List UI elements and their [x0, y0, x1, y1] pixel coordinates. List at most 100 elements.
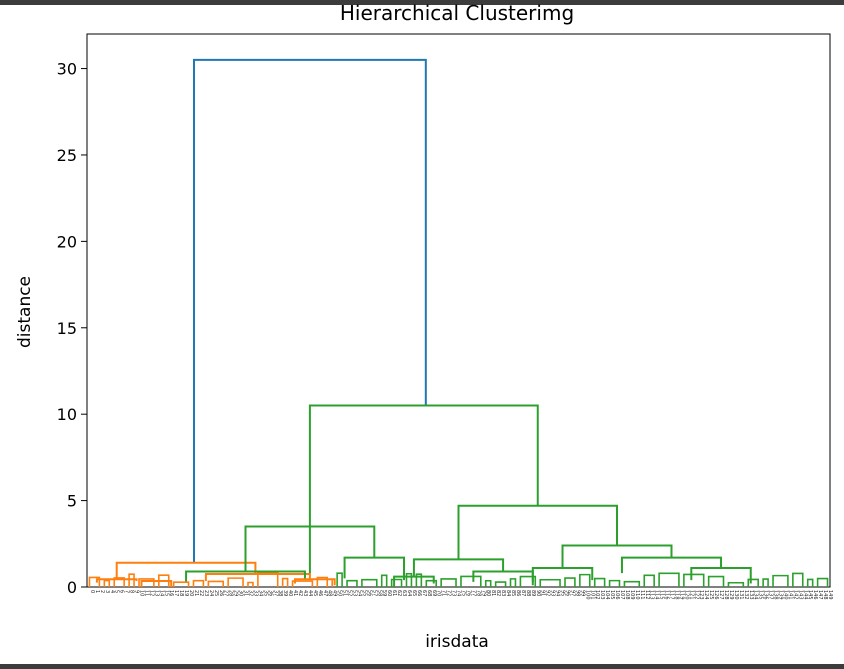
- leaf-tick-label-80: 80: [485, 590, 491, 596]
- leaf-tick-label-72: 72: [446, 590, 452, 596]
- leaf-tick-label-132: 132: [743, 590, 749, 600]
- leaf-merge-0-41: [291, 580, 314, 587]
- leaf-tick-label-111: 111: [639, 590, 645, 600]
- leaf-tick-label-14: 14: [158, 590, 164, 596]
- leaf-tick-label-97: 97: [569, 590, 575, 596]
- leaf-tick-label-105: 105: [609, 590, 615, 600]
- leaf-tick-label-70: 70: [436, 590, 442, 596]
- leaf-tick-label-43: 43: [302, 590, 308, 596]
- leaf-tick-label-31: 31: [243, 590, 249, 596]
- leaf-merge-1-30: [484, 579, 492, 587]
- leaf-merge-0-39: [281, 577, 289, 587]
- dendrogram-link-5: [140, 579, 173, 587]
- leaf-merge-1-16: [415, 573, 423, 587]
- leaf-merge-0-17: [172, 581, 190, 587]
- leaf-tick-label-98: 98: [574, 590, 580, 596]
- leaf-tick-label-112: 112: [644, 590, 650, 600]
- leaf-tick-label-11: 11: [143, 590, 149, 596]
- leaf-tick-label-28: 28: [228, 590, 234, 596]
- leaf-tick-label-53: 53: [352, 590, 358, 596]
- leaf-tick-label-17: 17: [173, 590, 179, 596]
- leaf-tick-label-101: 101: [589, 590, 595, 600]
- leaf-tick-label-146: 146: [812, 590, 818, 600]
- leaf-tick-label-124: 124: [703, 590, 709, 600]
- dendrogram-link-6: [308, 404, 539, 574]
- leaf-tick-label-113: 113: [649, 590, 655, 600]
- leaf-tick-label-57: 57: [371, 590, 377, 596]
- leaf-tick-label-119: 119: [678, 590, 684, 600]
- leaf-tick-label-5: 5: [114, 590, 120, 593]
- dendrogram-link-12: [561, 544, 673, 568]
- leaf-tick-label-138: 138: [773, 590, 779, 600]
- y-tick-label-1: 5: [67, 492, 77, 511]
- leaf-tick-label-78: 78: [475, 590, 481, 596]
- leaf-tick-label-81: 81: [490, 590, 496, 596]
- leaf-tick-label-99: 99: [579, 590, 585, 596]
- leaf-tick-label-104: 104: [604, 590, 610, 600]
- dendrogram-link-14: [690, 566, 752, 584]
- leaf-tick-label-90: 90: [535, 590, 541, 596]
- leaf-merge-1-70: [683, 573, 705, 587]
- leaf-merge-1-2: [346, 579, 358, 587]
- leaf-tick-label-149: 149: [827, 590, 833, 600]
- leaf-tick-label-128: 128: [723, 590, 729, 600]
- x-axis-leaves: 0123456789101112131415161718192021222324…: [89, 590, 833, 600]
- leaf-tick-label-8: 8: [129, 590, 135, 593]
- leaf-tick-label-9: 9: [134, 590, 140, 593]
- leaf-tick-label-116: 116: [664, 590, 670, 600]
- leaf-tick-label-137: 137: [768, 590, 774, 600]
- leaf-merge-1-97: [816, 577, 829, 587]
- leaf-tick-label-40: 40: [287, 590, 293, 596]
- leaf-tick-label-49: 49: [332, 590, 338, 596]
- leaf-tick-label-60: 60: [386, 590, 392, 596]
- leaf-tick-label-120: 120: [683, 590, 689, 600]
- leaf-merge-1-75: [707, 575, 725, 587]
- window-top-border: [0, 0, 844, 5]
- leaf-tick-label-95: 95: [560, 590, 566, 596]
- leaf-tick-label-133: 133: [748, 590, 754, 600]
- leaf-tick-label-117: 117: [669, 590, 675, 600]
- y-tick-label-0: 0: [67, 578, 77, 597]
- leaf-merge-1-25: [460, 575, 482, 587]
- dendrogram-link-8: [185, 570, 306, 582]
- dendrogram-link-11: [412, 558, 505, 577]
- leaf-tick-label-66: 66: [416, 590, 422, 596]
- leaf-merge-1-49: [579, 573, 591, 587]
- leaf-merge-1-21: [440, 578, 457, 587]
- dendrogram-link-4: [294, 578, 336, 586]
- leaf-tick-label-4: 4: [109, 590, 115, 593]
- leaf-tick-label-29: 29: [233, 590, 239, 596]
- leaf-merge-0-0: [88, 576, 101, 587]
- dendrogram-links: [88, 58, 829, 587]
- leaf-merge-0-24: [207, 580, 225, 587]
- leaf-tick-label-47: 47: [322, 590, 328, 596]
- leaf-tick-label-26: 26: [218, 590, 224, 596]
- leaf-merge-1-88: [772, 574, 789, 587]
- leaf-tick-label-62: 62: [396, 590, 402, 596]
- leaf-tick-label-2: 2: [99, 590, 105, 593]
- y-tick-label-4: 20: [57, 232, 77, 251]
- leaf-merge-0-8: [128, 573, 135, 587]
- leaf-tick-label-69: 69: [431, 590, 437, 596]
- leaf-tick-label-108: 108: [624, 590, 630, 600]
- leaf-tick-label-118: 118: [673, 590, 679, 600]
- leaf-tick-label-7: 7: [124, 590, 130, 593]
- leaf-tick-label-121: 121: [688, 590, 694, 600]
- leaf-tick-label-33: 33: [252, 590, 258, 596]
- leaf-tick-label-103: 103: [599, 590, 605, 600]
- leaf-tick-label-65: 65: [411, 590, 417, 596]
- leaf-tick-label-140: 140: [782, 590, 788, 600]
- leaf-merge-1-14: [405, 572, 413, 587]
- leaf-tick-label-96: 96: [564, 590, 570, 596]
- leaf-tick-label-48: 48: [327, 590, 333, 596]
- leaf-tick-label-129: 129: [728, 590, 734, 600]
- leaf-tick-label-87: 87: [520, 590, 526, 596]
- leaf-merge-1-79: [727, 581, 745, 587]
- leaf-tick-label-35: 35: [262, 590, 268, 596]
- leaf-tick-label-106: 106: [614, 590, 620, 600]
- leaf-tick-label-67: 67: [421, 590, 427, 596]
- x-axis-label: irisdata: [425, 632, 489, 652]
- leaf-tick-label-10: 10: [139, 590, 145, 596]
- leaf-tick-label-15: 15: [163, 590, 169, 596]
